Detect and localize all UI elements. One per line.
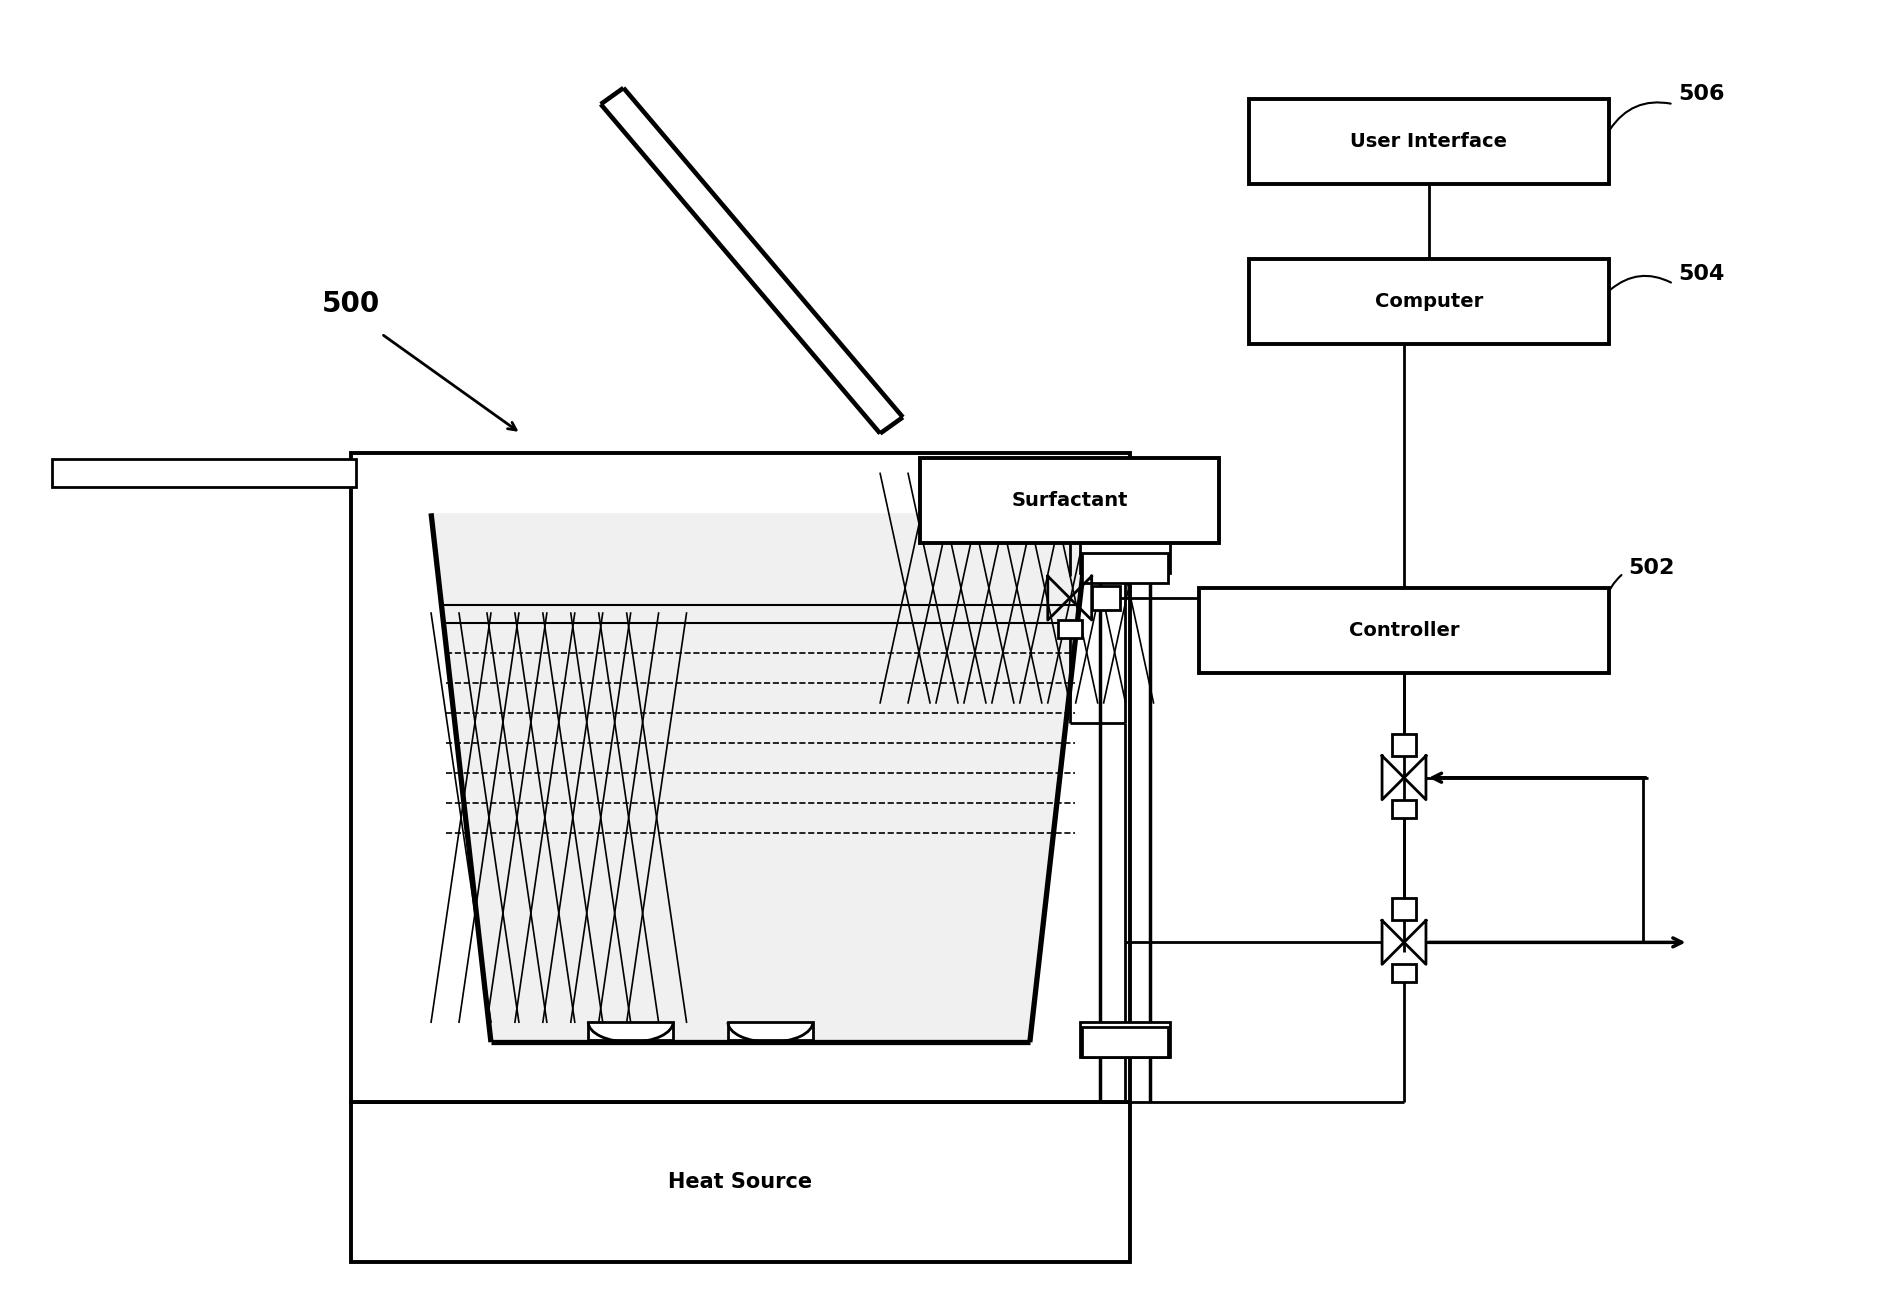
Bar	[1057, 620, 1081, 638]
Bar	[1248, 259, 1607, 344]
Bar	[1079, 1023, 1169, 1057]
Text: 504: 504	[1677, 263, 1724, 284]
Bar	[1199, 588, 1607, 672]
Bar	[728, 1023, 812, 1040]
Text: Controller: Controller	[1348, 622, 1459, 640]
Polygon shape	[600, 87, 902, 434]
Bar	[1248, 99, 1607, 184]
Bar	[1081, 554, 1167, 584]
Bar	[1090, 586, 1119, 610]
Bar	[1391, 800, 1416, 818]
Bar	[919, 459, 1218, 543]
Text: 506: 506	[1677, 85, 1724, 104]
Text: 502: 502	[1628, 558, 1673, 579]
Text: Surfactant: Surfactant	[1011, 491, 1128, 511]
Bar	[53, 460, 355, 487]
Text: Computer: Computer	[1374, 292, 1481, 310]
Text: Heat Source: Heat Source	[667, 1171, 812, 1192]
Bar	[352, 453, 1130, 1102]
Bar	[1079, 538, 1169, 573]
Text: 500: 500	[321, 289, 380, 318]
Bar	[1391, 899, 1416, 920]
Polygon shape	[431, 513, 1089, 1042]
Bar	[352, 1102, 1130, 1261]
Text: User Interface: User Interface	[1350, 132, 1506, 151]
Bar	[1081, 1027, 1167, 1057]
Bar	[1391, 734, 1416, 756]
Bar	[588, 1023, 673, 1040]
Bar	[1391, 964, 1416, 982]
